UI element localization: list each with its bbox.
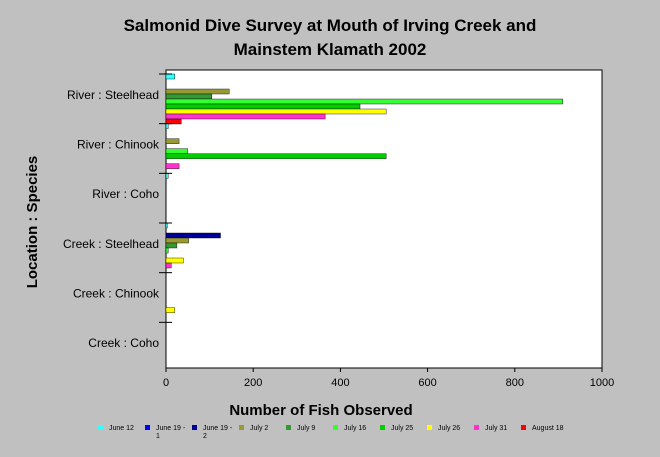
category-label: Creek : Steelhead (63, 237, 159, 251)
chart-title-line-1: Salmonid Dive Survey at Mouth of Irving … (123, 16, 537, 35)
bar (165, 153, 387, 159)
bar (165, 257, 184, 264)
x-axis-ticks (165, 368, 603, 372)
x-tick-label: 400 (331, 377, 349, 389)
bar (165, 98, 563, 105)
y-axis-title: Location : Species (24, 156, 41, 289)
legend-label: July 2 (250, 425, 268, 432)
bar (165, 222, 168, 229)
bar (165, 88, 230, 95)
legend-swatch (192, 425, 197, 430)
legend-item: July 25 (380, 425, 413, 432)
category-label: River : Steelhead (67, 88, 159, 102)
legend-label: July 26 (438, 425, 460, 432)
bar (165, 237, 189, 244)
bar (165, 242, 178, 249)
legend-item: August 18 (521, 425, 564, 432)
legend-label: 2 (203, 433, 207, 440)
legend-swatch (474, 425, 479, 430)
legend-swatch (427, 425, 432, 430)
legend-item: June 12 (98, 425, 134, 432)
x-tick-label: 600 (418, 377, 436, 389)
legend-swatch (286, 425, 291, 430)
legend-label: June 12 (109, 425, 134, 432)
category-label: Creek : Chinook (73, 287, 160, 301)
x-tick-label: 1000 (590, 377, 614, 389)
legend-label: July 25 (391, 425, 413, 432)
x-axis-title: Number of Fish Observed (229, 402, 412, 419)
legend-item: June 19 -1 (145, 425, 186, 440)
bar (165, 262, 172, 269)
category-labels: River : Steelhead River : Chinook River : … (63, 88, 160, 350)
legend-label: July 9 (297, 425, 315, 432)
legend-label: August 18 (532, 425, 564, 432)
category-label: Creek : Coho (88, 336, 159, 350)
bars-group (165, 73, 563, 313)
legend-swatch (521, 425, 526, 430)
legend-swatch (380, 425, 385, 430)
legend-label: June 19 - (156, 425, 186, 432)
legend-item: July 31 (474, 425, 507, 432)
bar (165, 232, 221, 239)
legend-item: July 9 (286, 425, 315, 432)
x-tick-label: 0 (163, 377, 169, 389)
bar (165, 163, 180, 169)
bar (165, 138, 180, 144)
plot-area (165, 69, 603, 369)
bar (165, 123, 169, 129)
bar (165, 148, 188, 154)
x-axis-tick-labels: 0 200 400 600 800 1000 (163, 377, 614, 389)
legend-label: July 16 (344, 425, 366, 432)
x-tick-label: 800 (506, 377, 524, 389)
legend-swatch (333, 425, 338, 430)
bar (165, 103, 361, 110)
legend-swatch (239, 425, 244, 430)
bar (165, 113, 326, 120)
bar (165, 307, 175, 313)
chart-title-line-2: Mainstem Klamath 2002 (233, 40, 427, 59)
bar (165, 73, 175, 80)
bar (165, 247, 169, 254)
category-label: River : Coho (92, 187, 159, 201)
x-tick-label: 200 (244, 377, 262, 389)
legend-swatch (98, 425, 103, 430)
category-ticks (159, 73, 172, 323)
category-label: River : Chinook (77, 138, 160, 152)
legend-item: July 26 (427, 425, 460, 432)
bar (165, 118, 182, 125)
legend-label: 1 (156, 433, 160, 440)
legend-item: July 16 (333, 425, 366, 432)
legend-item: July 2 (239, 425, 268, 432)
legend-swatch (145, 425, 150, 430)
legend-label: June 19 - (203, 425, 233, 432)
bar (165, 108, 387, 115)
bar (165, 93, 212, 100)
legend-item: June 19 -2 (192, 425, 233, 440)
bar (165, 173, 169, 179)
legend-label: July 31 (485, 425, 507, 432)
